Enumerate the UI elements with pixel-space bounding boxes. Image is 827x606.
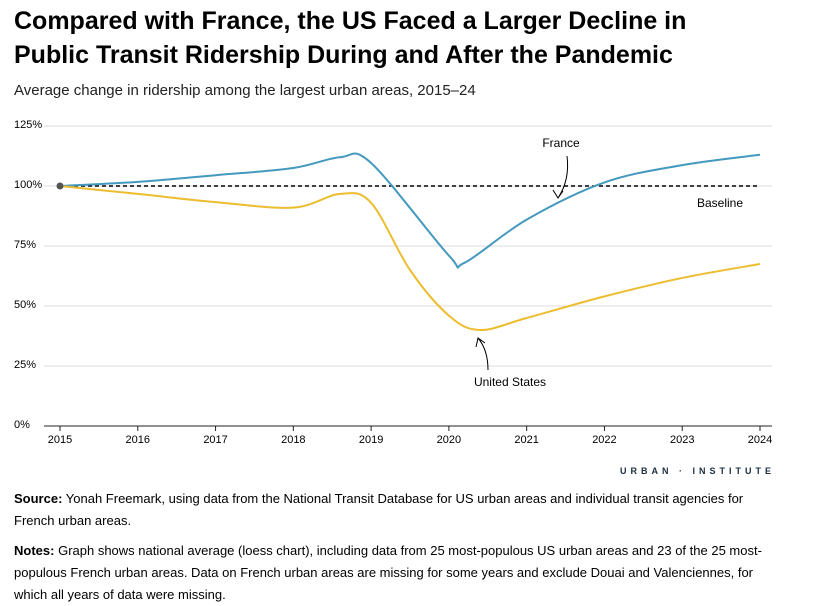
y-tick-label: 50%: [14, 299, 36, 311]
start-point: [56, 182, 64, 190]
series-line: [59, 152, 761, 269]
source: Source: Yonah Freemark, using data from …: [14, 488, 784, 532]
source-label: Source:: [14, 491, 63, 506]
notes-label: Notes:: [14, 543, 55, 558]
x-tick-label: 2023: [670, 434, 694, 446]
source-text: Yonah Freemark, using data from the Nati…: [14, 491, 744, 528]
y-tick-label: 75%: [14, 239, 36, 251]
series-label: France: [542, 136, 580, 150]
x-tick-label: 2018: [281, 434, 305, 446]
notes: Notes: Graph shows national average (loe…: [14, 540, 784, 606]
x-tick-label: 2024: [748, 434, 772, 446]
chart: 0% 25% 50% 75% 100% 125% 2015 2016 2017 2018 2019 2…: [14, 119, 772, 446]
x-tick-label: 2017: [203, 434, 227, 446]
y-tick-label: 100%: [14, 179, 42, 191]
x-tick-label: 2020: [437, 434, 461, 446]
chart-subtitle: Average change in ridership among the la…: [14, 82, 476, 99]
x-tick-label: 2021: [514, 434, 538, 446]
notes-text: Graph shows national average (loess char…: [14, 543, 762, 602]
y-tick-label: 0%: [14, 419, 30, 431]
y-tick-label: 25%: [14, 359, 36, 371]
x-tick-label: 2015: [48, 434, 72, 446]
y-tick-label: 125%: [14, 119, 42, 131]
baseline-label: Baseline: [697, 196, 743, 210]
brand-logo: URBAN · INSTITUTE: [620, 466, 775, 476]
annotation-arrow: [475, 337, 489, 371]
series-line: [59, 185, 761, 332]
chart-title: Compared with France, the US Faced a Lar…: [14, 7, 687, 69]
x-tick-label: 2019: [359, 434, 383, 446]
series-label: United States: [474, 375, 546, 389]
x-tick-label: 2016: [126, 434, 150, 446]
x-tick-label: 2022: [592, 434, 616, 446]
annotation-arrow: [552, 155, 569, 199]
